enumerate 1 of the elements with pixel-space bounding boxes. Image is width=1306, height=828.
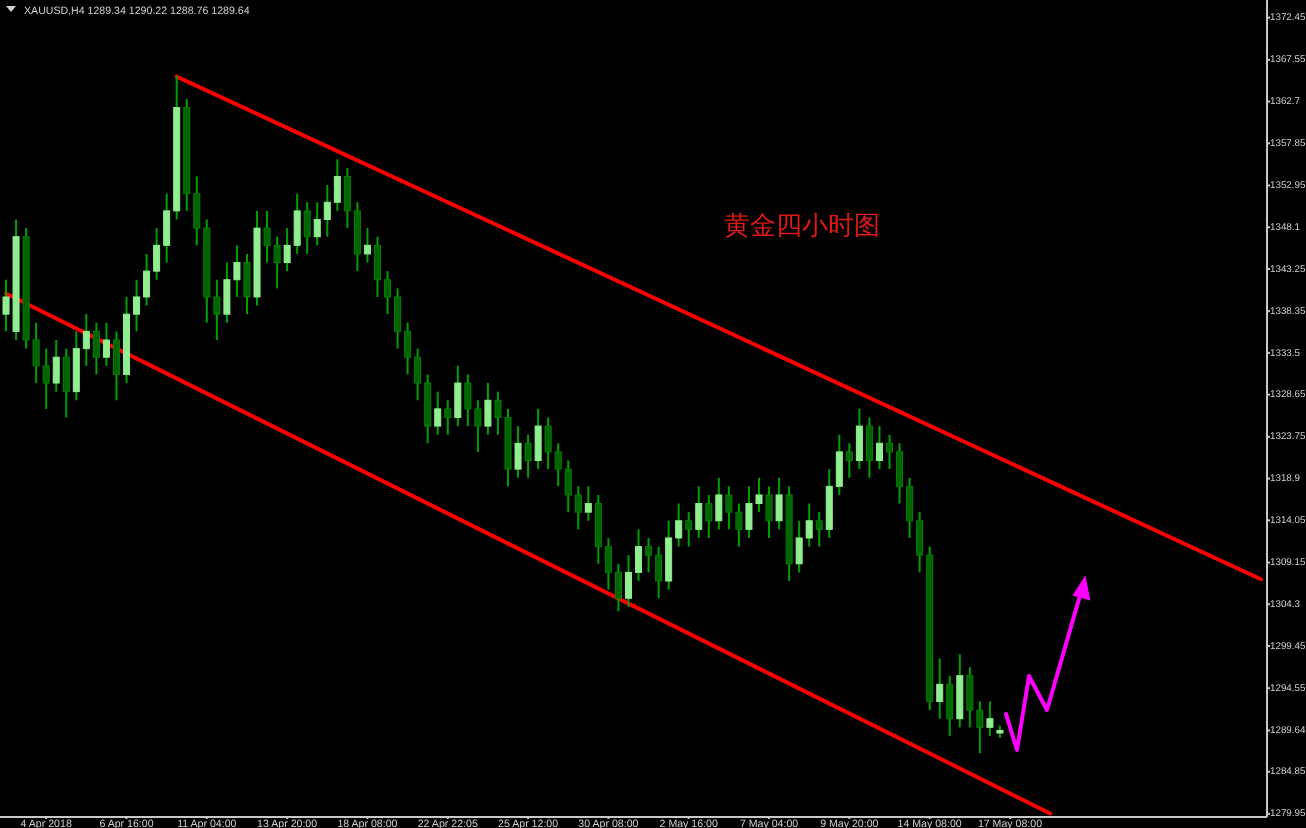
- annotation: 黄金四小时图: [724, 212, 880, 242]
